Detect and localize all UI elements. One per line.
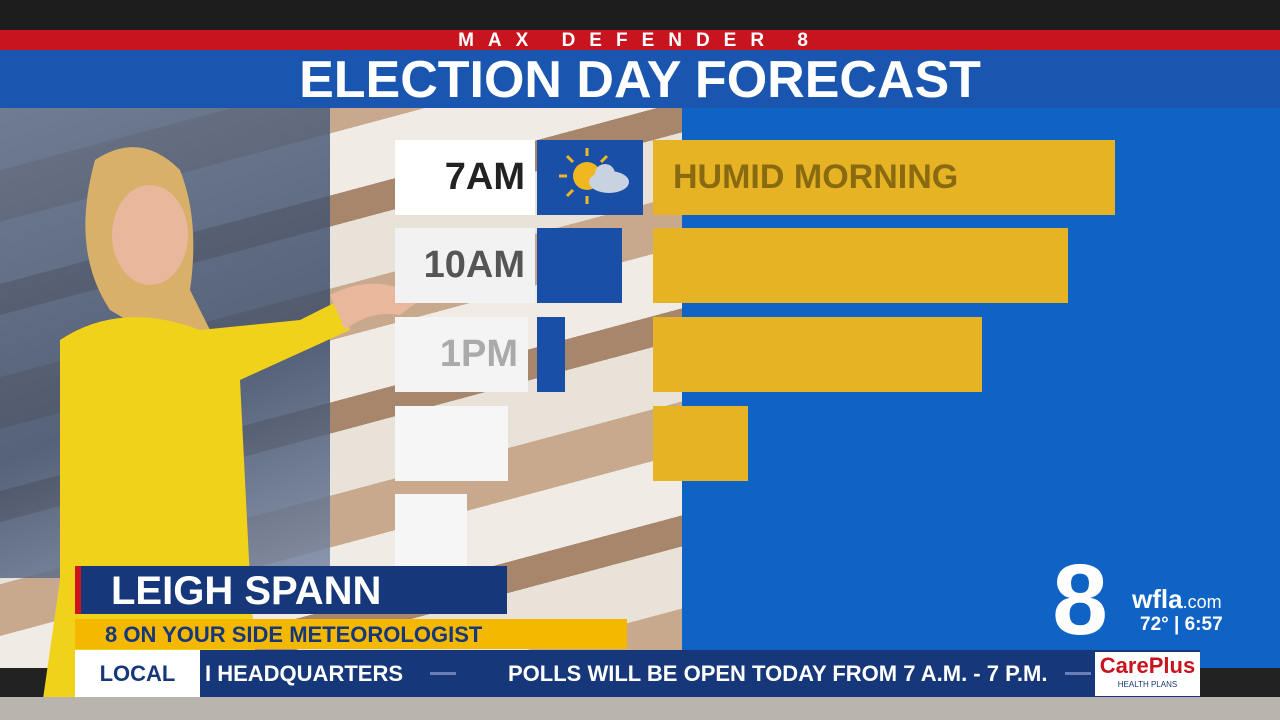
- sponsor-box: CarePlus HEALTH PLANS: [1095, 652, 1200, 696]
- ticker-item: I HEADQUARTERS: [205, 661, 404, 686]
- sponsor: CarePlus: [1099, 653, 1196, 678]
- clock: 6:57: [1184, 614, 1223, 635]
- sponsor-sub: HEALTH PLANS: [1117, 680, 1178, 689]
- station-name: wfla.com: [1132, 584, 1222, 615]
- time-box: 10AM: [395, 228, 535, 303]
- role-bar: 8 ON YOUR SIDE METEOROLOGIST: [75, 619, 627, 649]
- ticker-separator: [430, 672, 456, 675]
- ticker-bar: [75, 650, 1200, 697]
- forecast-bar: [653, 228, 1068, 303]
- icon-box: [537, 140, 643, 215]
- time-box: 1PM: [395, 317, 528, 392]
- super-title-band: MAX DEFENDER 8: [0, 30, 1280, 51]
- name-bar: LEIGH SPANN: [75, 566, 507, 614]
- time-box: 7AM: [395, 140, 535, 215]
- temperature: 72°: [1140, 614, 1169, 635]
- forecast-bar: HUMID MORNING: [653, 140, 1115, 215]
- station-number: 8: [1052, 544, 1108, 656]
- station-domain: .com: [1182, 592, 1222, 612]
- icon-box: [537, 317, 565, 392]
- forecast-bar: [653, 406, 748, 481]
- station-call: wfla: [1132, 584, 1183, 614]
- station-info: 72° | 6:57: [1140, 614, 1223, 635]
- top-border: [0, 0, 1280, 30]
- dress: [40, 300, 350, 720]
- icon-box: [537, 228, 622, 303]
- ticker-section: LOCAL: [75, 650, 200, 697]
- bottom-strip: [0, 697, 1280, 720]
- time-box: [395, 406, 508, 481]
- ticker-separator: [1065, 672, 1091, 675]
- forecast-bar: [653, 317, 982, 392]
- ticker-item: POLLS WILL BE OPEN TODAY FROM 7 A.M. - 7…: [508, 661, 1048, 686]
- time-box: [395, 494, 467, 566]
- face: [112, 185, 188, 285]
- title-band: ELECTION DAY FORECAST: [0, 50, 1280, 109]
- weather-icon: [559, 148, 629, 204]
